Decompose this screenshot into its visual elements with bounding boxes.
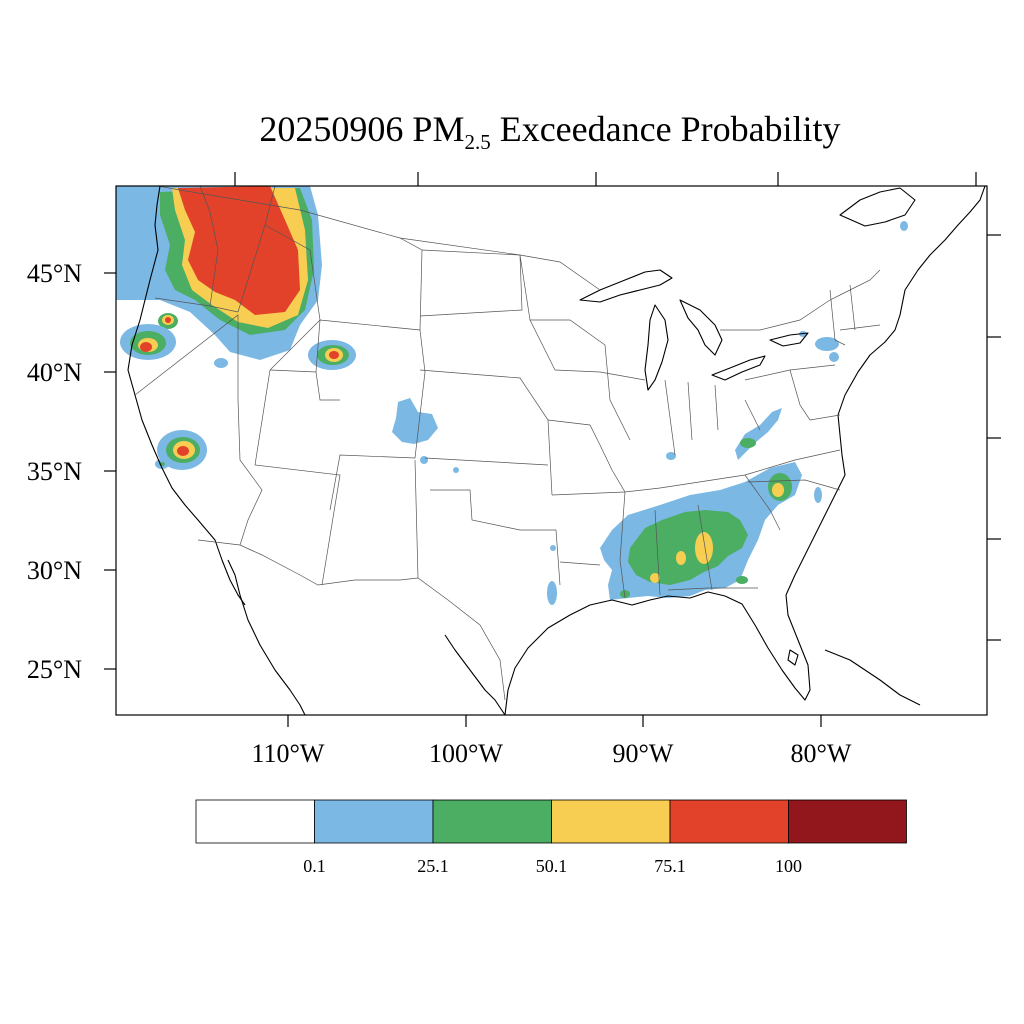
lon-label-100w: 100°W (429, 739, 503, 768)
colorbar-label-4: 100 (775, 856, 802, 876)
lon-label-110w: 110°W (252, 739, 325, 768)
florida-lake (787, 649, 799, 666)
gulf-coastline (504, 591, 811, 715)
great-lake-ontario (769, 332, 809, 347)
lat-label-35: 35°N (27, 457, 82, 486)
axis-ticks (104, 172, 1001, 727)
longitude-labels: 110°W 100°W 90°W 80°W (252, 739, 852, 768)
colorbar-label-2: 50.1 (536, 856, 568, 876)
map-title: 20250906 PM2.5 Exceedance Probability (259, 109, 841, 154)
east-coastline (785, 186, 986, 596)
colorbar-box-2 (432, 799, 552, 844)
colorbar-box-1 (314, 799, 434, 844)
colorbar-label-3: 75.1 (654, 856, 686, 876)
state-boundaries (134, 186, 881, 701)
shade-nw-spot-red (165, 317, 171, 323)
canada-coast (839, 187, 916, 227)
lon-label-80w: 80°W (791, 739, 852, 768)
mexico-east-coast (444, 634, 506, 715)
colorbar-box-5 (788, 799, 907, 844)
colorbar-box-3 (551, 799, 671, 844)
us-mexico-border (197, 539, 506, 701)
lat-label-45: 45°N (27, 259, 82, 288)
shade-nw-red (178, 186, 300, 315)
shade-app-light (735, 408, 782, 460)
latitude-labels: 45°N 40°N 35°N 30°N 25°N (27, 259, 82, 684)
shade-cca-red (177, 446, 189, 456)
shade-co-light (392, 398, 438, 444)
lat-label-40: 40°N (27, 358, 82, 387)
probability-shading (116, 186, 908, 605)
great-lake-michigan (644, 304, 669, 391)
coastlines (127, 186, 986, 715)
shade-se-yellow (695, 532, 713, 564)
lat-label-25: 25°N (27, 655, 82, 684)
baja-coastline (227, 559, 306, 715)
colorbar-box-0 (195, 799, 315, 844)
colorbar-box-4 (669, 799, 789, 844)
great-lake-huron (679, 299, 723, 356)
colorbar-label-0: 0.1 (303, 856, 326, 876)
great-lake-superior (579, 269, 673, 303)
colorbar: 0.1 25.1 50.1 75.1 100 (195, 799, 907, 876)
caribbean-coast (824, 649, 921, 706)
colorbar-label-1: 25.1 (417, 856, 449, 876)
shade-nca-red (140, 342, 152, 352)
lon-label-90w: 90°W (613, 739, 674, 768)
great-lake-erie (711, 355, 766, 381)
lat-label-30: 30°N (27, 556, 82, 585)
west-coastline (127, 186, 246, 606)
shade-wy-red (329, 351, 339, 359)
map-frame (115, 185, 988, 716)
